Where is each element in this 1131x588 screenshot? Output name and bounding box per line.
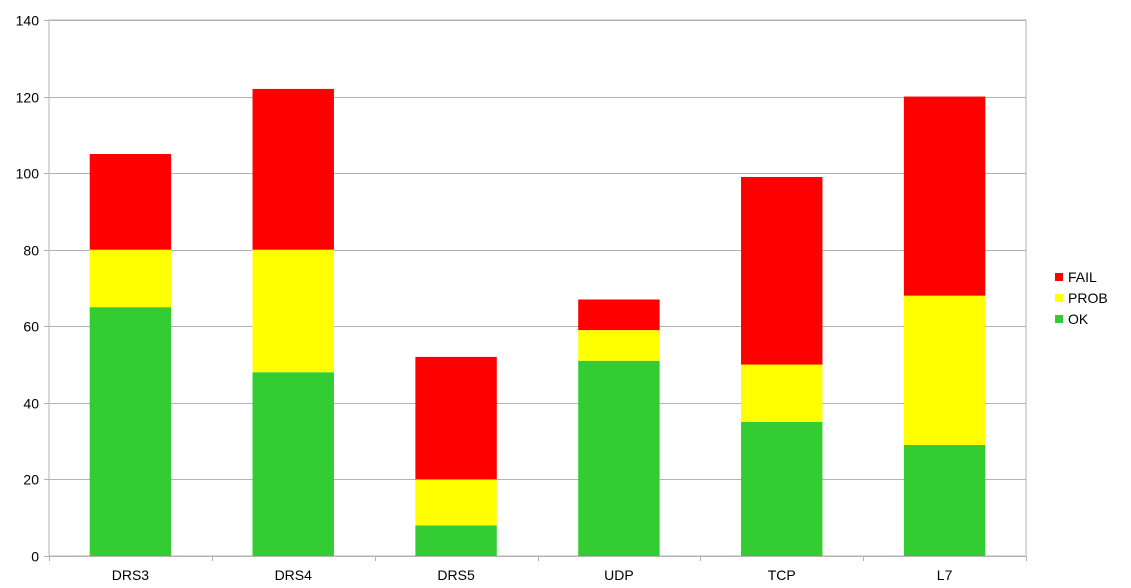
- bar-ok-tcp: [741, 422, 823, 556]
- bars: [89, 88, 986, 556]
- legend-label-ok: OK: [1068, 311, 1089, 327]
- legend: FAIL PROB OK: [1055, 269, 1108, 327]
- legend-swatch-prob: [1055, 294, 1063, 302]
- bar-fail-drs3: [89, 154, 172, 250]
- x-tick-label: DRS5: [437, 567, 475, 583]
- x-tick-label: DRS3: [112, 567, 150, 583]
- x-tick-label: TCP: [768, 567, 796, 583]
- bar-prob-drs5: [415, 479, 497, 526]
- bar-ok-drs5: [415, 525, 497, 556]
- bar-fail-drs4: [252, 88, 334, 250]
- legend-swatch-fail: [1055, 273, 1063, 281]
- bar-prob-drs4: [252, 249, 334, 373]
- plot-area: [48, 19, 1027, 557]
- bar-fail-tcp: [741, 176, 823, 365]
- bar-prob-tcp: [741, 364, 823, 422]
- bar-fail-drs5: [415, 356, 497, 480]
- y-tick-label: 40: [23, 396, 39, 412]
- y-tick-label: 20: [23, 472, 39, 488]
- y-tick-label: 0: [31, 549, 39, 565]
- legend-label-prob: PROB: [1068, 290, 1108, 306]
- bar-ok-udp: [578, 360, 660, 556]
- y-tick-label: 140: [16, 13, 40, 29]
- bar-prob-udp: [578, 330, 660, 361]
- x-axis: DRS3 DRS4 DRS5 UDP TCP L7: [49, 556, 1027, 583]
- x-tick-label: DRS4: [275, 567, 313, 583]
- bar-fail-udp: [578, 299, 660, 331]
- x-tick-label: UDP: [604, 567, 634, 583]
- legend-swatch-ok: [1055, 315, 1063, 323]
- x-tick-label: L7: [937, 567, 953, 583]
- y-tick-label: 100: [16, 166, 40, 182]
- y-tick-label: 60: [23, 319, 39, 335]
- bar-prob-drs3: [89, 249, 172, 308]
- y-axis: 0 20 40 60 80 100 120 140: [16, 13, 49, 565]
- bar-fail-l7: [903, 96, 986, 296]
- y-tick-label: 120: [16, 90, 40, 106]
- gridlines: [49, 20, 1026, 557]
- bar-ok-drs4: [252, 372, 334, 556]
- bar-ok-drs3: [89, 307, 172, 556]
- legend-label-fail: FAIL: [1068, 269, 1097, 285]
- bar-prob-l7: [903, 295, 986, 445]
- bar-ok-l7: [903, 444, 986, 556]
- y-tick-label: 80: [23, 243, 39, 259]
